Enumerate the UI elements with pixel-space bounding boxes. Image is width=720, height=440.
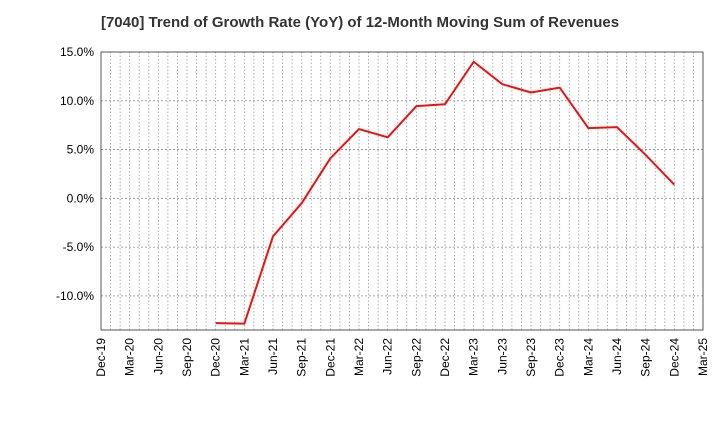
- x-tick-label: Jun-22: [381, 338, 395, 375]
- x-tick-label: Dec-22: [438, 338, 452, 377]
- y-tick-label: 10.0%: [60, 94, 94, 108]
- x-tick-label: Mar-23: [467, 338, 481, 376]
- x-tick-label: Mar-22: [352, 338, 366, 376]
- chart-title: [7040] Trend of Growth Rate (YoY) of 12-…: [100, 14, 620, 31]
- x-tick-label: Dec-19: [94, 338, 108, 377]
- x-tick-label: Dec-21: [323, 338, 337, 377]
- x-tick-label: Dec-24: [667, 338, 681, 377]
- x-tick-label: Mar-24: [581, 338, 595, 376]
- series-line: [215, 60, 676, 325]
- x-tick-label: Mar-20: [123, 338, 137, 376]
- x-tick-label: Mar-25: [696, 338, 710, 376]
- x-tick-label: Jun-21: [266, 338, 280, 375]
- plot-area-border: [100, 51, 704, 331]
- x-tick-label: Jun-20: [151, 338, 165, 375]
- x-tick-label: Sep-22: [409, 338, 423, 377]
- x-tick-label: Sep-21: [295, 338, 309, 377]
- y-axis: 15.0% 10.0% 5.0% 0.0% -5.0% -10.0%: [56, 45, 94, 303]
- x-tick-label: Jun-23: [495, 338, 509, 375]
- x-tick-label: Dec-20: [209, 338, 223, 377]
- x-tick-label: Sep-23: [524, 338, 538, 377]
- x-tick-label: Jun-24: [610, 338, 624, 375]
- y-tick-label: -10.0%: [56, 289, 94, 303]
- y-tick-label: -5.0%: [63, 240, 95, 254]
- x-tick-label: Dec-23: [553, 338, 567, 377]
- series-layer: [215, 60, 676, 325]
- y-tick-label: 5.0%: [67, 143, 95, 157]
- x-tick-label: Mar-21: [237, 338, 251, 376]
- grid-layer: [101, 51, 703, 330]
- x-tick-label: Sep-20: [180, 338, 194, 377]
- x-axis: Dec-19 Mar-20 Jun-20 Sep-20 Dec-20 Mar-21 Jun-…: [94, 338, 710, 377]
- y-tick-label: 0.0%: [67, 191, 95, 205]
- x-tick-label: Sep-24: [639, 338, 653, 377]
- y-tick-label: 15.0%: [60, 45, 94, 59]
